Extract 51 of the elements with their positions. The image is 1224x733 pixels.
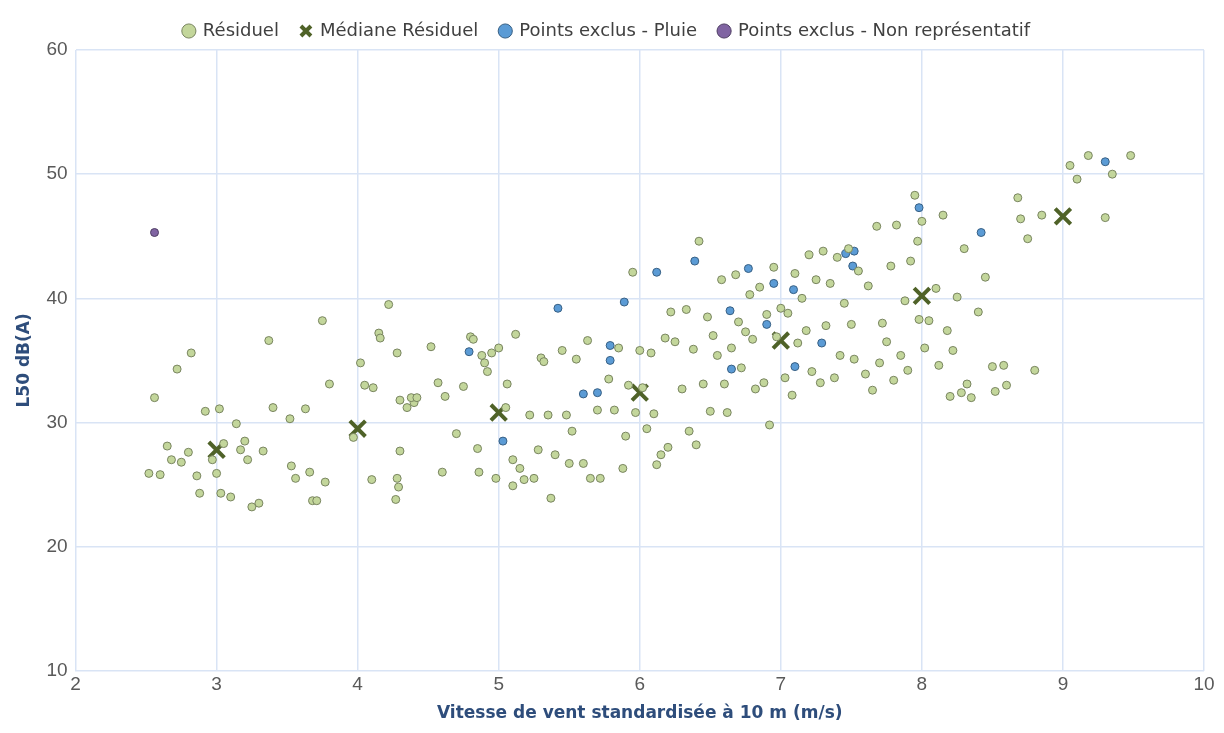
point — [1053, 206, 1073, 227]
legend-label: Résiduel — [202, 18, 279, 40]
point — [206, 440, 227, 460]
point — [150, 228, 160, 238]
point — [743, 264, 753, 274]
point — [769, 278, 779, 288]
point — [725, 306, 735, 316]
point — [347, 418, 368, 439]
y-tick-label: 20 — [46, 534, 68, 556]
x-tick-label: 6 — [634, 673, 646, 695]
x-tick-label: 5 — [493, 673, 504, 695]
legend-label: Médiane Résiduel — [319, 18, 479, 40]
point — [578, 389, 588, 399]
point — [553, 303, 563, 313]
y-tick-label: 40 — [46, 286, 68, 308]
point — [914, 203, 924, 213]
x-tick-label: 2 — [70, 673, 81, 695]
x-tick-label: 8 — [916, 673, 928, 695]
point — [848, 261, 858, 271]
point — [629, 382, 650, 403]
point — [817, 338, 827, 348]
point — [498, 436, 508, 446]
point — [726, 364, 736, 374]
point — [771, 330, 791, 351]
y-tick-label: 60 — [46, 38, 68, 60]
point — [605, 355, 615, 365]
point — [912, 286, 932, 306]
legend-label: Points exclus - Pluie — [519, 18, 698, 40]
point — [976, 228, 986, 238]
y-tick-label: 50 — [46, 162, 68, 184]
x-axis-title: Vitesse de vent standardisée à 10 m (m/s) — [437, 702, 843, 723]
point — [690, 256, 700, 266]
point — [605, 341, 615, 350]
legend-label: Points exclus - Non représentatif — [738, 18, 1031, 40]
point — [464, 347, 474, 357]
x-tick-label: 10 — [1193, 673, 1215, 695]
x-tick-label: 9 — [1057, 673, 1069, 695]
y-tick-label: 30 — [46, 410, 68, 432]
point — [790, 362, 800, 372]
y-axis-title: L50 dB(A) — [12, 313, 33, 408]
y-tick-label: 10 — [46, 659, 68, 681]
point — [1100, 157, 1110, 167]
x-tick-label: 3 — [211, 673, 222, 695]
point — [762, 319, 772, 329]
x-tick-label: 4 — [352, 673, 364, 695]
point — [619, 297, 629, 307]
x-tick-label: 7 — [775, 673, 787, 695]
point — [592, 388, 602, 398]
point — [789, 285, 799, 295]
point — [652, 267, 662, 277]
point — [488, 402, 509, 423]
